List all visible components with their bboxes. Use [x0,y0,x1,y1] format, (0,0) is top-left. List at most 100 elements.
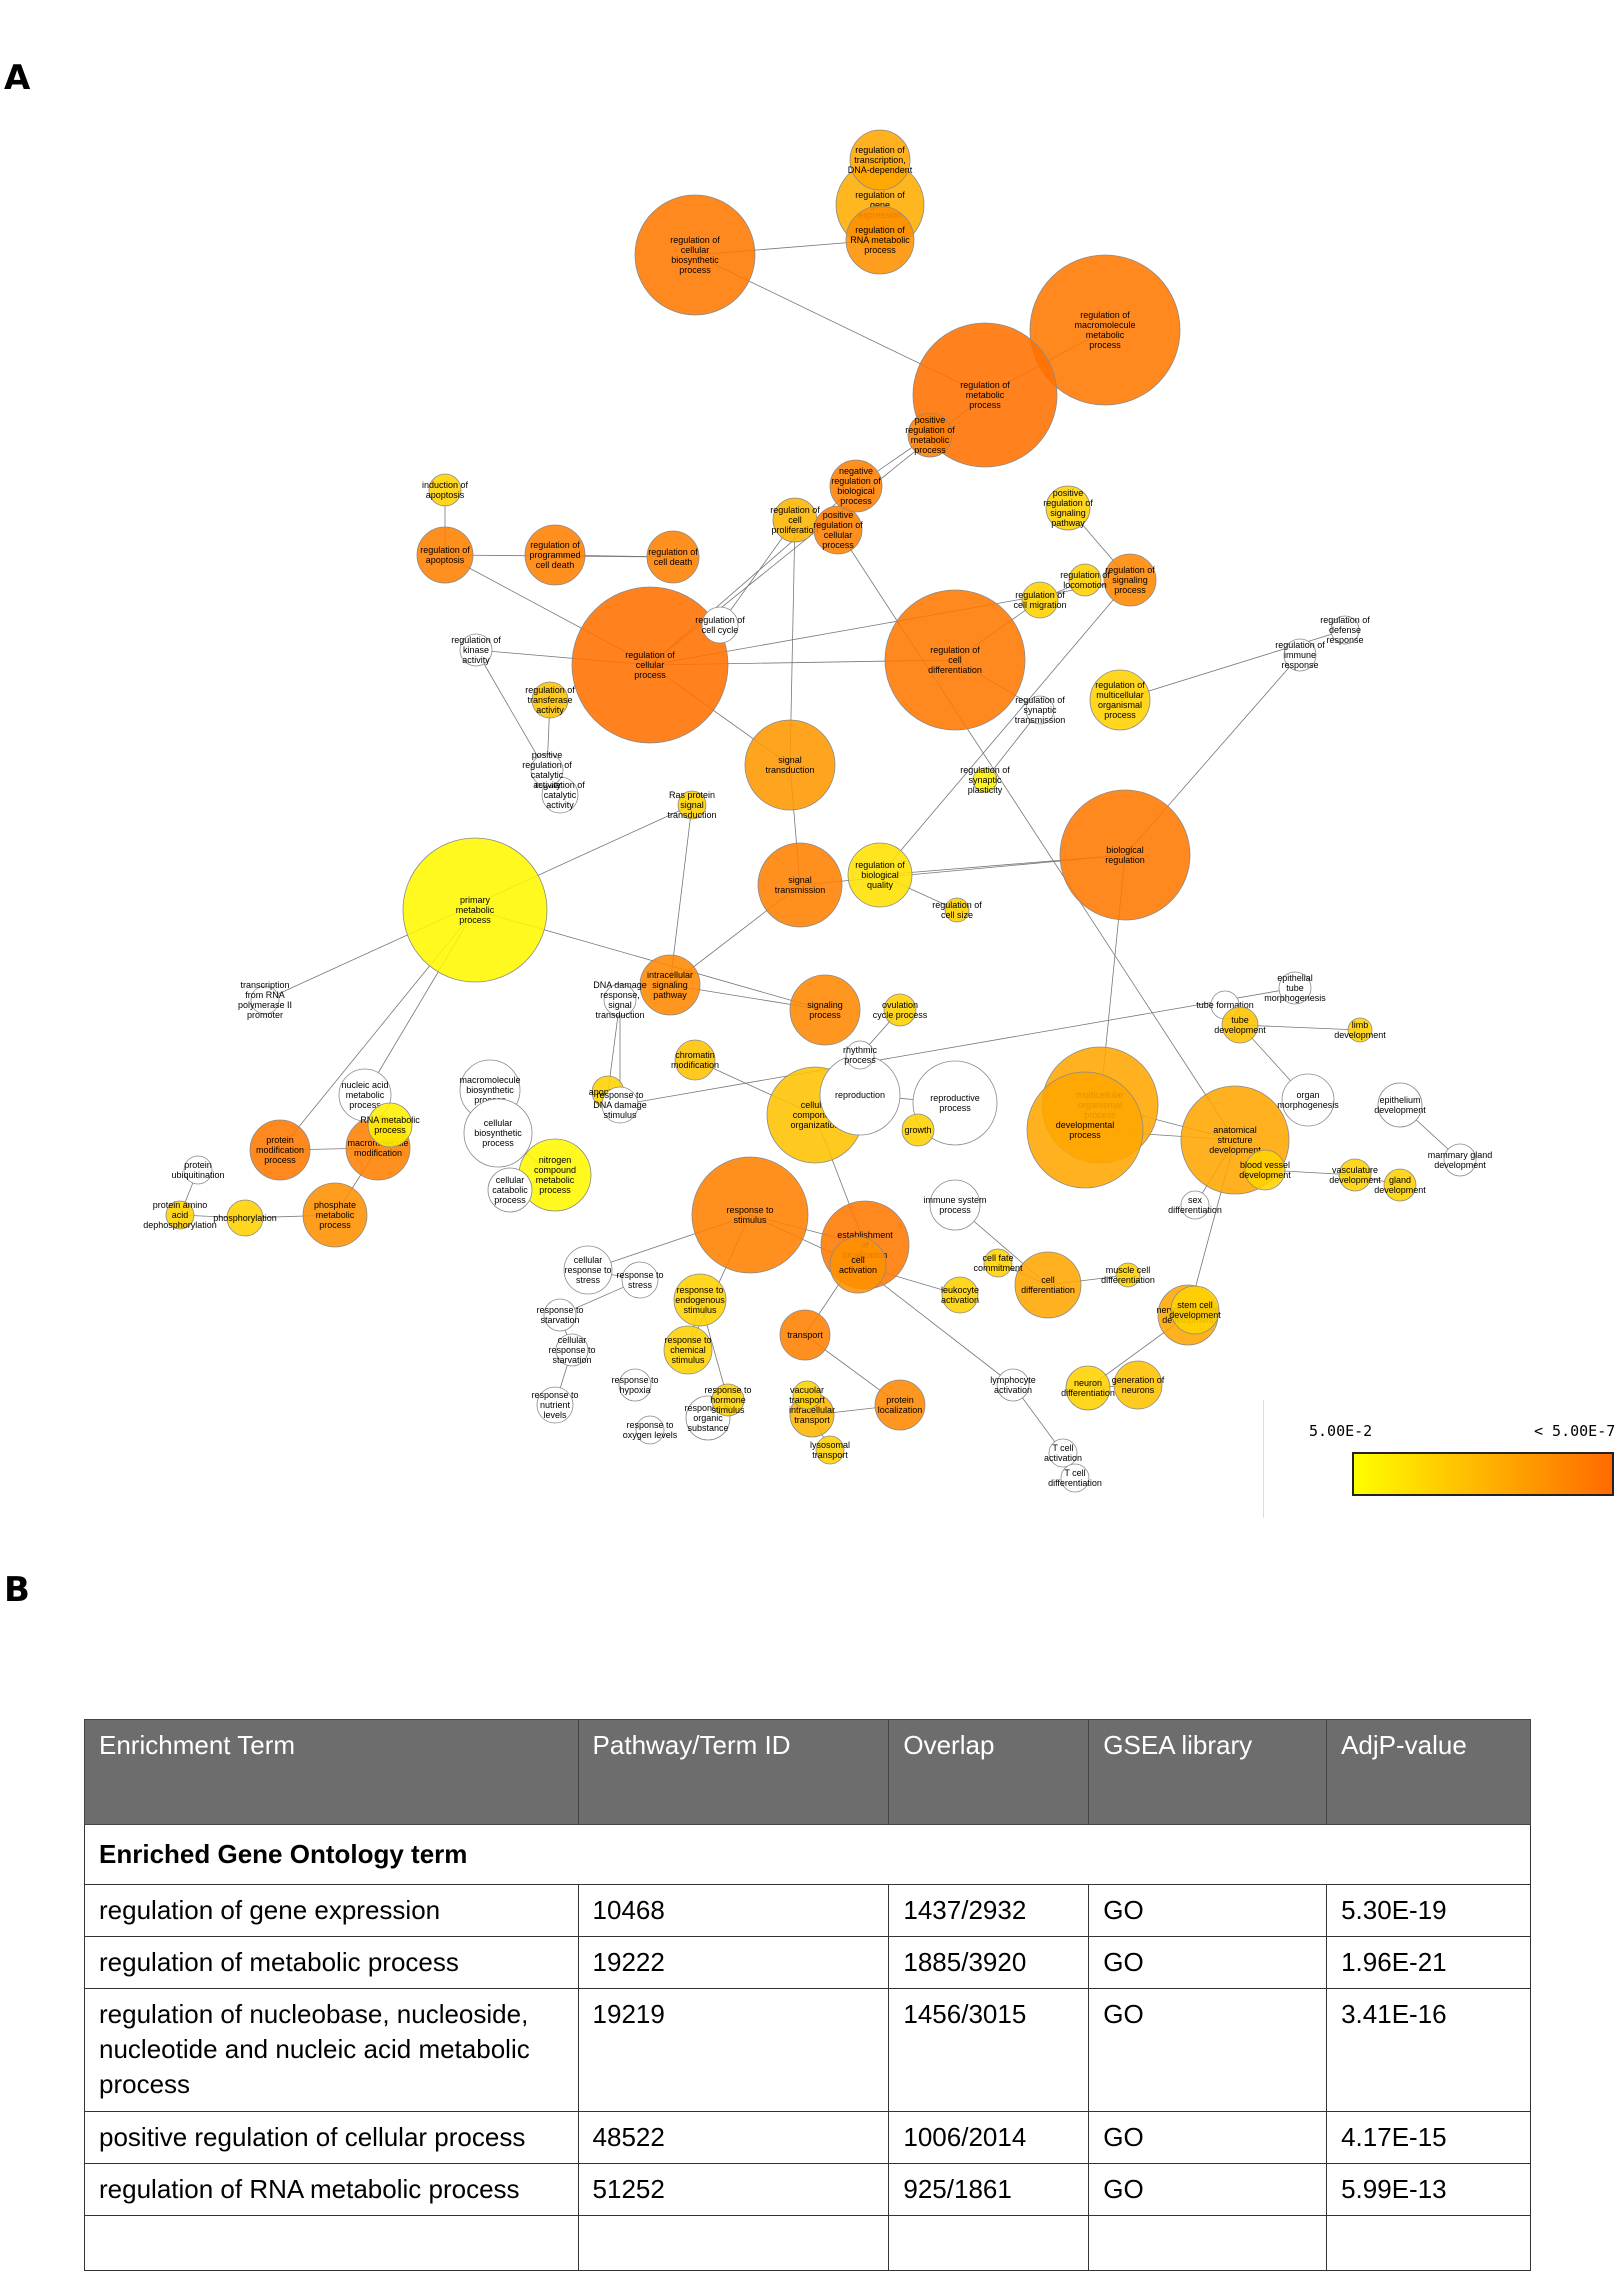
go-term-label: RNA metabolic process [360,1115,420,1135]
go-term-node: regulation of cell proliferation [770,497,820,543]
go-term-node: cell activation [829,1236,887,1294]
go-term-label: Ras protein signal transduction [667,790,716,820]
go-term-circle [1180,1190,1210,1220]
legend-gradient-bar [1352,1452,1614,1496]
go-term-node: mammary gland development [1428,1143,1492,1177]
go-term-circle [1026,1071,1144,1189]
go-term-node: protein modification process [249,1119,311,1181]
go-term-label: signaling process [807,1000,843,1020]
go-term-circle [639,954,701,1016]
go-term-circle [845,1040,875,1070]
go-term-label: regulation of cellular biosynthetic process [670,235,720,275]
cell-term: regulation of gene expression [84,1884,579,1938]
go-term-node: negative regulation of biological process [829,459,883,513]
go-term-node: regulation of locomotion [1060,563,1110,597]
cell-id: 48522 [577,2110,890,2164]
go-term-label: organ morphogenesis [1277,1090,1339,1110]
cell-adjp: 4.17E-15 [1326,2110,1531,2164]
go-term-label: response to DNA damage stimulus [593,1090,647,1120]
go-term-circle [912,1060,998,1146]
go-term-label: protein localization [878,1395,923,1415]
go-term-node: regulation of multicellular organismal proc… [1089,669,1151,731]
go-term-label: leukocyte activation [941,1285,979,1305]
go-term-node: response to hormone stimulus [704,1383,752,1417]
go-term-circle [1103,553,1157,607]
go-term-circle [1338,1158,1372,1192]
go-term-node: response to stimulus [691,1156,809,1274]
go-term-node: protein amino acid dephosphorylation [143,1200,217,1230]
header-adjp-value: AdjP-value [1326,1719,1531,1825]
go-term-circle [1021,581,1059,619]
go-term-label: cell fate commitment [973,1253,1023,1273]
go-term-circle [1045,485,1091,531]
cell-library: GO [1088,2110,1328,2164]
go-term-node: regulation of immune response [1275,638,1325,672]
go-term-node: sex differentiation [1168,1190,1222,1220]
go-term-circle [1281,1073,1335,1127]
go-term-circle [1060,1463,1090,1493]
go-term-node: protein ubiquitination [171,1155,225,1185]
go-term-node: regulation of transferase activity [525,681,575,719]
go-term-label: regulation of kinase activity [451,635,501,665]
go-term-circle [701,606,739,644]
go-term-circle [847,842,913,908]
go-term-node: blood vessel development [1239,1149,1291,1191]
go-term-label: response to oxygen levels [623,1420,678,1440]
go-term-node: regulation of cell differentiation [884,589,1026,731]
go-term-label: regulation of programmed cell death [529,540,580,570]
go-term-node: positive regulation of catalytic activity [522,750,572,790]
go-term-label: reproduction [835,1090,885,1100]
go-term-circle [907,412,953,458]
go-term-label: response to chemical stimulus [664,1335,711,1365]
go-term-node: positive regulation of metabolic process [905,412,955,458]
go-term-node: regulation of cellular process [571,586,729,744]
go-term-label: protein modification process [256,1135,304,1165]
cell-adjp: 5.30E-19 [1326,1884,1531,1938]
go-term-node: intracellular signaling pathway [639,954,701,1016]
cell-term: positive regulation of cellular process [84,2110,579,2164]
go-term-label: response to organic substance [684,1403,731,1433]
go-term-circle [428,473,462,507]
go-term-label: regulation of cell cycle [695,615,745,635]
go-term-label: regulation of RNA metabolic process [850,225,910,255]
go-term-circle [1068,563,1102,597]
go-term-circle [1377,1082,1423,1128]
p-value-legend: 5.00E-2 < 5.00E-7 [1263,1400,1622,1518]
go-term-label: transport [787,1330,823,1340]
go-term-circle [711,1383,745,1417]
go-term-label: nitrogen compound metabolic process [534,1155,576,1195]
go-term-label: tube development [1214,1015,1266,1035]
go-term-circle [634,194,756,316]
go-term-circle [635,1415,665,1445]
go-term-node: regulation of defense response [1320,615,1370,645]
cell-id: 10468 [577,1884,890,1938]
go-term-label: cellular biosynthetic process [474,1118,522,1148]
go-term-label: regulation of transcription, DNA-dependent [848,145,913,175]
go-term-label: response to hypoxia [611,1375,658,1395]
go-term-circle [524,524,586,586]
go-term-circle [901,1113,935,1147]
go-term-label: muscle cell differentiation [1101,1265,1155,1285]
go-term-circle [929,1179,981,1231]
go-term-circle [792,1380,822,1410]
go-term-node: response to chemical stimulus [663,1325,713,1375]
go-term-node: response to endogenous stimulus [673,1273,727,1327]
section-row: Enriched Gene Ontology term [84,1823,1531,1886]
cell-term: regulation of nucleobase, nucleoside, nu… [84,1988,579,2112]
go-term-label: regulation of cell size [932,900,982,920]
table-header-row: Enrichment Term Pathway/Term ID Overlap … [84,1719,1531,1825]
go-term-node: regulation of catalytic activity [535,776,585,814]
go-term-node: response to hypoxia [611,1368,659,1402]
go-term-node: cellular biosynthetic process [463,1098,533,1168]
go-term-node: muscle cell differentiation [1101,1262,1155,1288]
go-term-label: positive regulation of signaling pathway [1043,488,1093,528]
go-term-node: signal transmission [757,842,843,928]
go-term-node: DNA damage response, signal transduction [593,980,647,1020]
go-term-node: response to oxygen levels [623,1415,678,1445]
go-term-label: stem cell development [1169,1300,1221,1320]
go-term-circle [571,586,729,744]
cell-id: 19219 [577,1988,890,2112]
cell-library: GO [1088,1988,1328,2112]
go-term-node: positive regulation of signaling pathway [1043,485,1093,531]
go-term-node: epithelium development [1374,1082,1426,1128]
